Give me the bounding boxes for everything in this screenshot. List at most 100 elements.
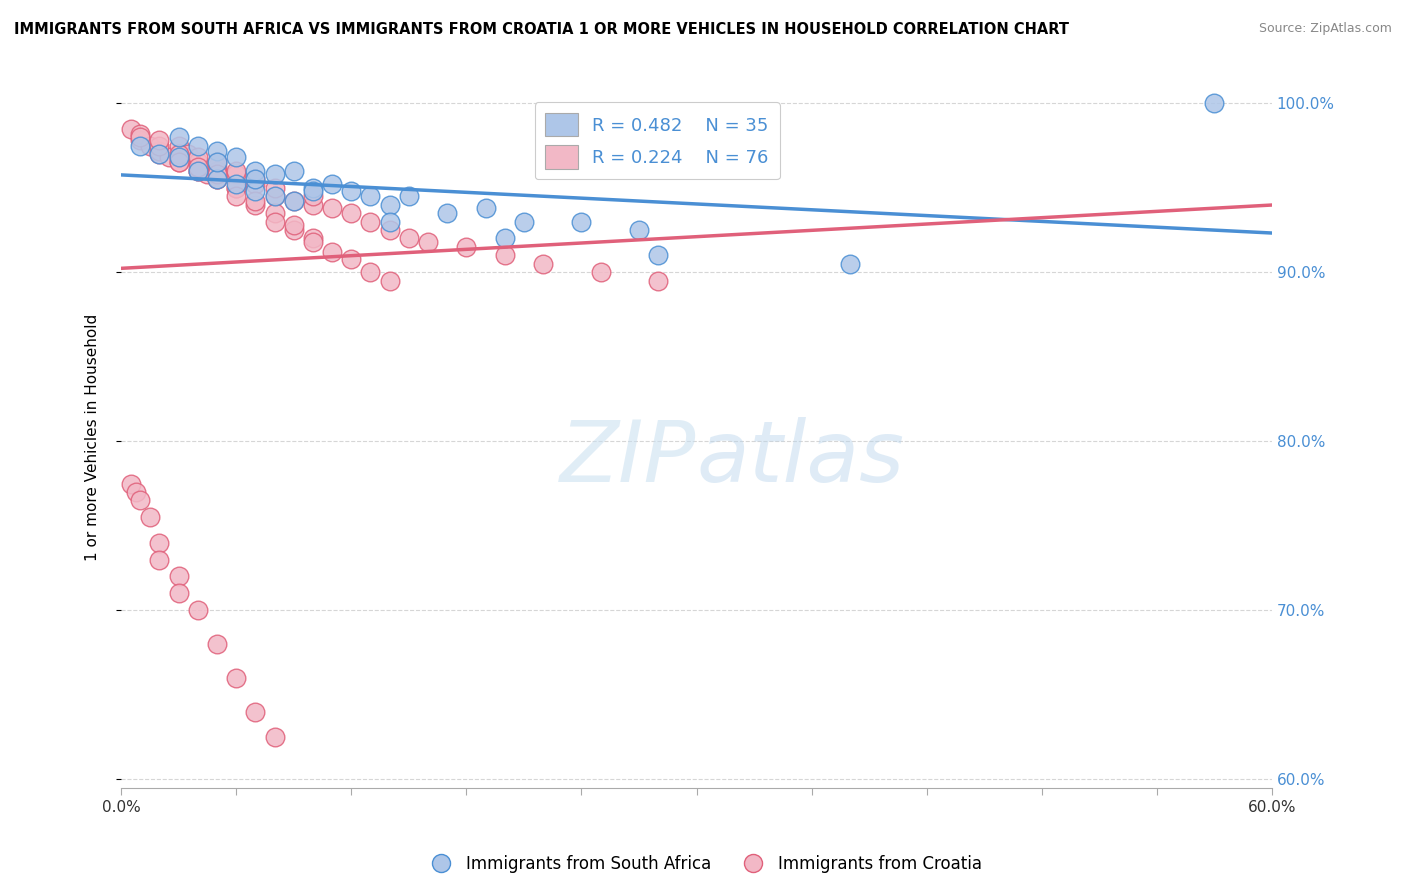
- Point: [187, 164, 209, 178]
- Point: [205, 172, 228, 186]
- Point: [474, 201, 496, 215]
- Point: [129, 493, 152, 508]
- Legend: R = 0.482    N = 35, R = 0.224    N = 76: R = 0.482 N = 35, R = 0.224 N = 76: [534, 103, 779, 179]
- Point: [378, 197, 401, 211]
- Y-axis label: 1 or more Vehicles in Household: 1 or more Vehicles in Household: [86, 313, 100, 561]
- Point: [225, 189, 247, 203]
- Point: [302, 235, 325, 249]
- Point: [205, 155, 228, 169]
- Point: [167, 138, 190, 153]
- Point: [205, 167, 228, 181]
- Point: [167, 155, 190, 169]
- Point: [283, 218, 305, 232]
- Point: [167, 155, 190, 169]
- Text: IMMIGRANTS FROM SOUTH AFRICA VS IMMIGRANTS FROM CROATIA 1 OR MORE VEHICLES IN HO: IMMIGRANTS FROM SOUTH AFRICA VS IMMIGRAN…: [14, 22, 1069, 37]
- Point: [302, 231, 325, 245]
- Point: [129, 138, 152, 153]
- Point: [177, 147, 200, 161]
- Point: [627, 223, 650, 237]
- Point: [245, 184, 267, 198]
- Point: [302, 197, 325, 211]
- Point: [225, 181, 247, 195]
- Point: [531, 257, 554, 271]
- Point: [321, 178, 343, 192]
- Point: [647, 274, 669, 288]
- Point: [167, 150, 190, 164]
- Point: [494, 231, 516, 245]
- Point: [139, 510, 162, 524]
- Point: [167, 569, 190, 583]
- Point: [148, 133, 170, 147]
- Point: [225, 167, 247, 181]
- Point: [187, 138, 209, 153]
- Point: [187, 161, 209, 175]
- Point: [148, 147, 170, 161]
- Point: [263, 189, 285, 203]
- Point: [125, 485, 148, 500]
- Point: [494, 248, 516, 262]
- Point: [359, 214, 381, 228]
- Point: [302, 189, 325, 203]
- Point: [205, 164, 228, 178]
- Point: [245, 172, 267, 186]
- Point: [129, 127, 152, 141]
- Point: [839, 257, 862, 271]
- Point: [205, 172, 228, 186]
- Point: [340, 252, 363, 266]
- Point: [205, 155, 228, 169]
- Point: [263, 189, 285, 203]
- Point: [148, 138, 170, 153]
- Point: [263, 167, 285, 181]
- Point: [283, 223, 305, 237]
- Point: [340, 184, 363, 198]
- Point: [187, 164, 209, 178]
- Legend: Immigrants from South Africa, Immigrants from Croatia: Immigrants from South Africa, Immigrants…: [418, 848, 988, 880]
- Point: [205, 637, 228, 651]
- Point: [129, 133, 152, 147]
- Point: [120, 476, 142, 491]
- Point: [157, 150, 180, 164]
- Point: [167, 130, 190, 145]
- Point: [205, 144, 228, 158]
- Point: [167, 147, 190, 161]
- Point: [283, 194, 305, 209]
- Point: [225, 181, 247, 195]
- Text: Source: ZipAtlas.com: Source: ZipAtlas.com: [1258, 22, 1392, 36]
- Point: [148, 535, 170, 549]
- Point: [359, 189, 381, 203]
- Point: [120, 121, 142, 136]
- Point: [197, 167, 219, 181]
- Point: [378, 223, 401, 237]
- Point: [589, 265, 612, 279]
- Point: [245, 197, 267, 211]
- Point: [245, 178, 267, 192]
- Point: [436, 206, 458, 220]
- Point: [263, 214, 285, 228]
- Point: [205, 161, 228, 175]
- Point: [205, 172, 228, 186]
- Point: [340, 206, 363, 220]
- Point: [225, 150, 247, 164]
- Point: [283, 194, 305, 209]
- Point: [263, 730, 285, 744]
- Point: [225, 671, 247, 685]
- Point: [225, 164, 247, 178]
- Point: [1204, 96, 1226, 111]
- Point: [359, 265, 381, 279]
- Point: [167, 586, 190, 600]
- Point: [456, 240, 478, 254]
- Point: [129, 130, 152, 145]
- Point: [167, 150, 190, 164]
- Point: [416, 235, 439, 249]
- Point: [283, 164, 305, 178]
- Point: [187, 155, 209, 169]
- Point: [302, 184, 325, 198]
- Point: [148, 144, 170, 158]
- Point: [302, 181, 325, 195]
- Point: [263, 181, 285, 195]
- Point: [378, 214, 401, 228]
- Point: [245, 705, 267, 719]
- Point: [148, 147, 170, 161]
- Point: [321, 245, 343, 260]
- Point: [647, 248, 669, 262]
